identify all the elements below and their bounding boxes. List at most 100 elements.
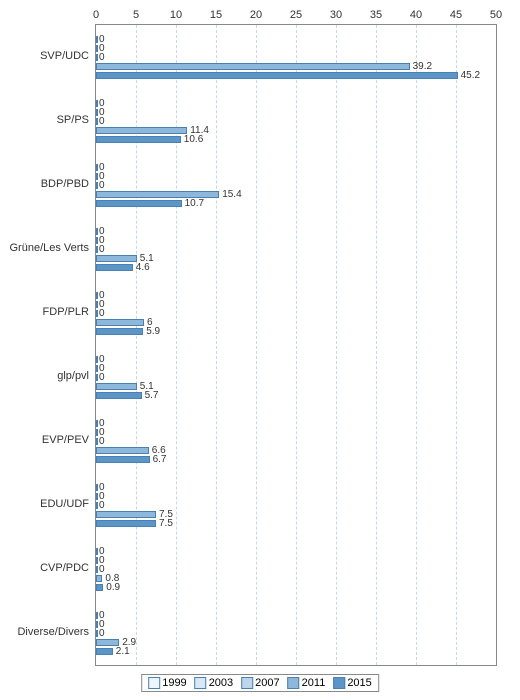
bar-chart: 0510152025303540455000039.245.200011.410… — [0, 0, 520, 700]
bar — [96, 502, 98, 509]
bar-value-label: 0 — [99, 420, 105, 427]
bar — [96, 484, 98, 491]
bar — [96, 566, 98, 573]
legend-item: 1999 — [148, 677, 186, 689]
bar — [96, 100, 98, 107]
x-tick-label: 0 — [93, 9, 99, 21]
legend-label: 2015 — [347, 677, 371, 689]
bar-value-label: 10.7 — [185, 200, 204, 207]
x-tick-label: 35 — [370, 9, 382, 21]
legend-label: 2003 — [209, 677, 233, 689]
bar — [96, 164, 98, 171]
x-tick-label: 5 — [133, 9, 139, 21]
bar — [96, 420, 98, 427]
bar — [96, 301, 98, 308]
bar-value-label: 0 — [99, 365, 105, 372]
bar-value-label: 0 — [99, 164, 105, 171]
bar — [96, 173, 98, 180]
x-tick-label: 10 — [170, 9, 182, 21]
bar — [96, 575, 102, 582]
bar-value-label: 0 — [99, 45, 105, 52]
bar-value-label: 0 — [99, 36, 105, 43]
bar-value-label: 0 — [99, 566, 105, 573]
gridline — [256, 25, 257, 665]
x-tick-label: 50 — [490, 9, 502, 21]
category-label: BDP/PBD — [0, 178, 89, 190]
bar — [96, 548, 98, 555]
category-label: Grüne/Les Verts — [0, 242, 89, 254]
bar — [96, 127, 187, 134]
bar — [96, 246, 98, 253]
bar — [96, 54, 98, 61]
category-label: FDP/PLR — [0, 306, 89, 318]
gridline — [456, 25, 457, 665]
legend-swatch — [241, 677, 253, 689]
legend-item: 2015 — [333, 677, 371, 689]
bar-value-label: 0 — [99, 493, 105, 500]
bar-value-label: 0 — [99, 292, 105, 299]
bar-value-label: 0 — [99, 557, 105, 564]
bar-value-label: 6.7 — [153, 456, 167, 463]
bar — [96, 118, 98, 125]
bar-value-label: 0 — [99, 630, 105, 637]
bar — [96, 456, 150, 463]
gridline — [376, 25, 377, 665]
bar — [96, 356, 98, 363]
bar-value-label: 45.2 — [461, 72, 480, 79]
bar — [96, 648, 113, 655]
category-label: SVP/UDC — [0, 50, 89, 62]
bar — [96, 511, 156, 518]
bar-value-label: 0 — [99, 310, 105, 317]
bar-value-label: 0 — [99, 182, 105, 189]
bar — [96, 319, 144, 326]
bar-value-label: 6.6 — [152, 447, 166, 454]
legend-label: 2007 — [255, 677, 279, 689]
bar — [96, 63, 410, 70]
bar-value-label: 15.4 — [222, 191, 241, 198]
bar-value-label: 0 — [99, 374, 105, 381]
category-label: glp/pvl — [0, 370, 89, 382]
bar-value-label: 2.1 — [116, 648, 130, 655]
gridline — [336, 25, 337, 665]
bar-value-label: 5.7 — [145, 392, 159, 399]
x-tick-label: 45 — [450, 9, 462, 21]
bar — [96, 45, 98, 52]
bar — [96, 310, 98, 317]
bar — [96, 493, 98, 500]
category-label: Diverse/Divers — [0, 626, 89, 638]
bar-value-label: 0 — [99, 100, 105, 107]
bar — [96, 264, 133, 271]
bar-value-label: 0 — [99, 54, 105, 61]
bar-value-label: 0 — [99, 237, 105, 244]
bar-value-label: 0 — [99, 228, 105, 235]
bar — [96, 182, 98, 189]
bar-value-label: 5.9 — [146, 328, 160, 335]
legend-item: 2003 — [195, 677, 233, 689]
legend-swatch — [148, 677, 160, 689]
bar-value-label: 4.6 — [136, 264, 150, 271]
bar — [96, 612, 98, 619]
bar-value-label: 0 — [99, 484, 105, 491]
gridline — [216, 25, 217, 665]
bar-value-label: 0 — [99, 173, 105, 180]
bar — [96, 429, 98, 436]
bar — [96, 520, 156, 527]
legend-swatch — [195, 677, 207, 689]
category-label: SP/PS — [0, 114, 89, 126]
x-tick-label: 20 — [250, 9, 262, 21]
legend: 19992003200720112015 — [141, 674, 379, 692]
bar-value-label: 39.2 — [413, 63, 432, 70]
bar — [96, 136, 181, 143]
bar-value-label: 6 — [147, 319, 153, 326]
bar — [96, 621, 98, 628]
legend-swatch — [333, 677, 345, 689]
bar — [96, 255, 137, 262]
bar — [96, 392, 142, 399]
bar-value-label: 0.9 — [106, 584, 120, 591]
bar — [96, 191, 219, 198]
gridline — [416, 25, 417, 665]
bar-value-label: 0 — [99, 356, 105, 363]
bar — [96, 228, 98, 235]
bar — [96, 447, 149, 454]
bar-value-label: 2.9 — [122, 639, 136, 646]
